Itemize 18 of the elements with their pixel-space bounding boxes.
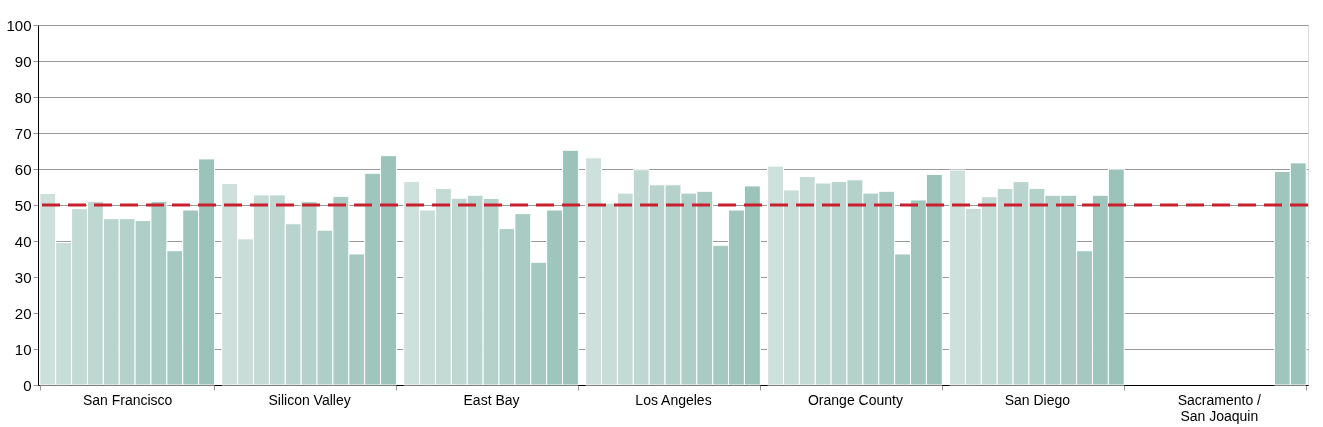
y-tick-label: 10: [14, 340, 32, 358]
y-tick-label: 40: [14, 232, 32, 250]
y-tick-label: 100: [6, 16, 32, 34]
y-tick-label: 30: [14, 268, 32, 286]
y-tick-label: 80: [14, 88, 32, 106]
x-tick-label: East Bay: [463, 391, 520, 408]
x-tick-label: Silicon Valley: [268, 391, 351, 408]
x-tick-label: Los Angeles: [635, 391, 712, 408]
y-tick-label: 20: [14, 304, 32, 322]
x-tick-label: Orange County: [807, 391, 903, 408]
x-tick-label: Sacramento / San Joaquin: [1177, 391, 1262, 424]
x-tick-label: San Francisco: [82, 391, 173, 408]
x-tick-label: San Diego: [1004, 391, 1071, 408]
y-tick-label: 70: [14, 124, 32, 142]
y-tick-label: 50: [14, 196, 32, 214]
y-tick-label: 90: [14, 52, 32, 70]
y-tick-label: 0: [23, 376, 32, 394]
y-tick-label: 60: [14, 160, 32, 178]
